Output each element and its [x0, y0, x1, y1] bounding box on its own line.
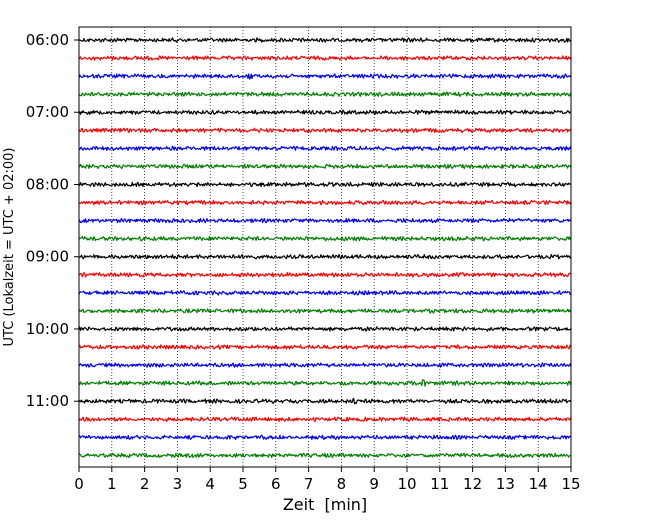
trace-0645	[78, 91, 572, 97]
y-tick-label-0600: 06:00	[26, 31, 69, 49]
trace-0730	[78, 145, 572, 152]
trace-0600	[78, 37, 572, 43]
x-tick-label-0: 0	[74, 475, 84, 493]
trace-0915	[78, 272, 572, 278]
trace-0715	[78, 127, 572, 134]
x-tick-label-11: 11	[430, 475, 449, 493]
x-tick-label-3: 3	[173, 475, 183, 493]
seismogram-traces	[78, 37, 572, 459]
trace-1115	[78, 416, 572, 422]
x-tick-label-5: 5	[238, 475, 248, 493]
minute-grid-lines	[111, 27, 539, 467]
trace-1145	[78, 452, 572, 459]
trace-1015	[78, 344, 572, 350]
y-tick-label-1000: 10:00	[26, 320, 69, 338]
trace-0800	[78, 181, 572, 188]
x-axis-label: Zeit [min]	[283, 495, 367, 514]
trace-1030	[78, 362, 572, 368]
trace-0845	[78, 235, 572, 242]
y-axis-label: UTC (Lokalzeit = UTC + 02:00)	[2, 148, 17, 347]
trace-0700	[78, 109, 572, 115]
x-tick-label-14: 14	[529, 475, 548, 493]
y-tick-label-0800: 08:00	[26, 175, 69, 193]
x-tick-label-4: 4	[205, 475, 215, 493]
trace-1045	[78, 379, 572, 387]
trace-0830	[78, 217, 572, 224]
trace-1100	[78, 397, 572, 405]
trace-0745	[78, 163, 572, 170]
trace-1130	[78, 434, 572, 441]
y-tick-label-0700: 07:00	[26, 103, 69, 121]
x-tick-label-7: 7	[304, 475, 314, 493]
y-tick-label-0900: 09:00	[26, 248, 69, 266]
x-tick-label-9: 9	[369, 475, 379, 493]
x-tick-label-6: 6	[271, 475, 281, 493]
x-tick-label-8: 8	[337, 475, 347, 493]
y-axis-ticks: 06:00 07:00 08:00 09:00 10:00 11:00	[26, 31, 79, 410]
x-tick-label-1: 1	[107, 475, 117, 493]
trace-0930	[78, 290, 572, 296]
plot-frame	[78, 26, 572, 468]
trace-0815	[78, 199, 572, 206]
trace-0900	[78, 253, 572, 260]
x-tick-label-2: 2	[140, 475, 150, 493]
x-tick-label-12: 12	[463, 475, 482, 493]
trace-0615	[78, 55, 572, 61]
trace-0630	[78, 73, 572, 80]
trace-0945	[78, 308, 572, 314]
x-tick-label-15: 15	[561, 475, 580, 493]
x-tick-label-13: 13	[496, 475, 515, 493]
x-axis-ticks: 0 1 2 3 4 5 6 7 8 9 10 11 12 13 14 15	[74, 467, 581, 493]
x-tick-label-10: 10	[397, 475, 416, 493]
y-tick-label-1100: 11:00	[26, 392, 69, 410]
trace-1000	[78, 326, 572, 332]
